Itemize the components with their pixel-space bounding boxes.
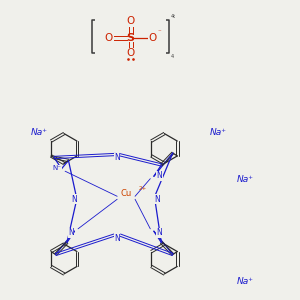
Text: Na⁺: Na⁺ xyxy=(210,128,227,136)
Text: 4: 4 xyxy=(170,54,173,59)
Text: N: N xyxy=(114,153,120,162)
Text: S: S xyxy=(127,33,135,43)
Text: Na⁺: Na⁺ xyxy=(31,128,48,136)
Text: 4t: 4t xyxy=(170,14,175,19)
Text: Na⁺: Na⁺ xyxy=(237,176,254,184)
Text: O: O xyxy=(104,33,112,43)
Text: N⁻: N⁻ xyxy=(52,165,62,171)
Text: N: N xyxy=(156,228,162,237)
Text: O: O xyxy=(148,33,157,43)
Text: 2+: 2+ xyxy=(139,186,147,191)
Text: ⁻: ⁻ xyxy=(158,30,161,36)
Text: N: N xyxy=(154,195,160,204)
Text: O: O xyxy=(127,48,135,58)
Text: N: N xyxy=(156,171,162,180)
Text: Cu: Cu xyxy=(121,189,132,198)
Text: N: N xyxy=(114,234,120,243)
Text: Na⁺: Na⁺ xyxy=(237,277,254,286)
Text: N: N xyxy=(68,228,74,237)
Text: O: O xyxy=(127,16,135,26)
Text: N: N xyxy=(71,195,77,204)
